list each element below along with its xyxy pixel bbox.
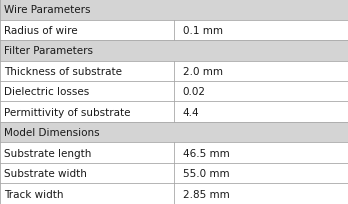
Text: Filter Parameters: Filter Parameters	[4, 46, 93, 56]
Text: Thickness of substrate: Thickness of substrate	[4, 67, 122, 76]
Text: Dielectric losses: Dielectric losses	[4, 87, 89, 97]
Text: Radius of wire: Radius of wire	[4, 26, 78, 35]
Text: Track width: Track width	[4, 189, 64, 199]
Text: 2.0 mm: 2.0 mm	[183, 67, 223, 76]
Bar	[0, 163, 348, 184]
Text: 4.4: 4.4	[183, 107, 199, 117]
Bar	[0, 82, 348, 102]
Text: Wire Parameters: Wire Parameters	[4, 5, 91, 15]
Text: 55.0 mm: 55.0 mm	[183, 169, 229, 178]
Text: Permittivity of substrate: Permittivity of substrate	[4, 107, 131, 117]
Bar	[0, 41, 348, 61]
Bar	[0, 184, 348, 204]
Text: Substrate length: Substrate length	[4, 148, 92, 158]
Text: 46.5 mm: 46.5 mm	[183, 148, 229, 158]
Bar	[0, 0, 348, 20]
Bar	[0, 122, 348, 143]
Bar	[0, 61, 348, 82]
Bar	[0, 143, 348, 163]
Text: 0.1 mm: 0.1 mm	[183, 26, 223, 35]
Text: Model Dimensions: Model Dimensions	[4, 128, 100, 137]
Bar	[0, 102, 348, 122]
Text: 2.85 mm: 2.85 mm	[183, 189, 229, 199]
Bar	[0, 20, 348, 41]
Text: 0.02: 0.02	[183, 87, 206, 97]
Text: Substrate width: Substrate width	[4, 169, 87, 178]
